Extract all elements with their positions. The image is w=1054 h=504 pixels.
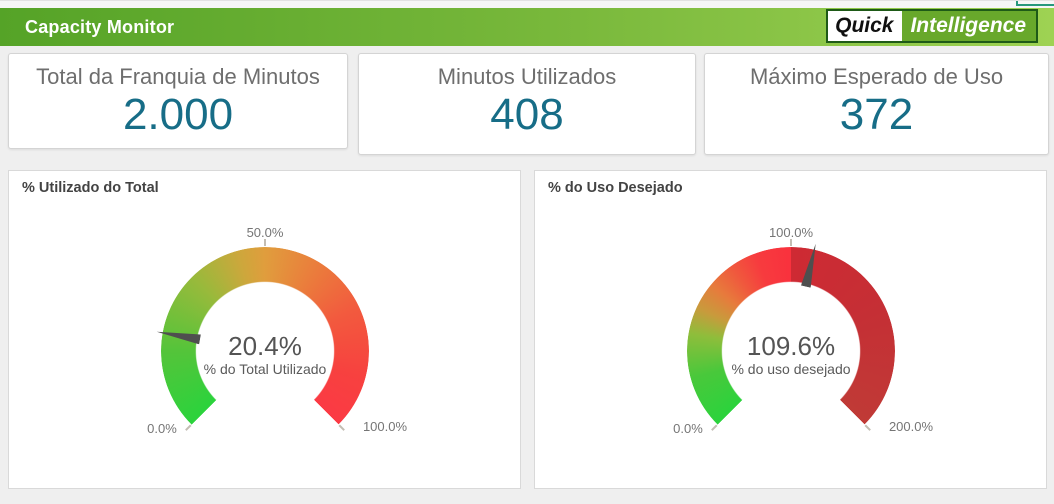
kpi-value: 2.000 — [122, 90, 234, 139]
panel-title: % do Uso Desejado — [548, 180, 683, 196]
logo-intelligence-text: Intelligence — [910, 14, 1026, 37]
gauge-tick-mid — [264, 239, 266, 246]
gauge-tick-mid — [790, 239, 792, 246]
header-bar: Capacity Monitor Quick Intelligence — [0, 8, 1054, 46]
gauge-ring — [161, 247, 369, 455]
gauge-chart: 109.6% % do uso desejado 0.0% 100.0% 200… — [673, 226, 933, 455]
gauge-scale-mid-label: 100.0% — [768, 225, 814, 240]
gauge-value: 109.6% — [746, 331, 836, 361]
kpi-value: 408 — [490, 90, 564, 139]
gauge-ring — [687, 247, 895, 455]
gauge-center-label: % do uso desejado — [731, 361, 851, 377]
gauge-scale-max-label: 100.0% — [362, 419, 408, 434]
kpi-label: Minutos Utilizados — [437, 64, 617, 89]
kpi-value: 372 — [839, 90, 914, 139]
gauge-scale-min-label: 0.0% — [673, 421, 703, 436]
gauge-center-label: % do Total Utilizado — [203, 361, 327, 377]
panel-title: % Utilizado do Total — [22, 180, 159, 196]
logo-quick-text: Quick — [828, 11, 903, 41]
top-strip — [0, 0, 1054, 8]
kpi-label: Total da Franquia de Minutos — [36, 64, 320, 89]
gauge-value: 20.4% — [228, 331, 302, 361]
gauge-scale-mid-label: 50.0% — [246, 225, 284, 240]
gauge-panel-utilizado-total: % Utilizado do Total 20.4% % do Total Ut… — [8, 170, 521, 489]
gauge-chart: 20.4% % do Total Utilizado 0.0% 50.0% 10… — [147, 226, 407, 455]
kpi-label: Máximo Esperado de Uso — [749, 64, 1004, 89]
kpi-maximo-esperado: Máximo Esperado de Uso 372 — [704, 53, 1049, 155]
kpi-total-franquia: Total da Franquia de Minutos 2.000 — [8, 53, 348, 149]
gauge-scale-max-label: 200.0% — [888, 419, 934, 434]
toolbar-button-fragment — [1016, 1, 1054, 6]
gauge-scale-min-label: 0.0% — [147, 421, 177, 436]
kpi-minutos-utilizados: Minutos Utilizados 408 — [358, 53, 696, 155]
page-title: Capacity Monitor — [25, 17, 175, 37]
gauge-panel-uso-desejado: % do Uso Desejado 109.6% % do uso deseja… — [534, 170, 1047, 489]
quick-intelligence-logo: Quick Intelligence — [826, 9, 1038, 43]
